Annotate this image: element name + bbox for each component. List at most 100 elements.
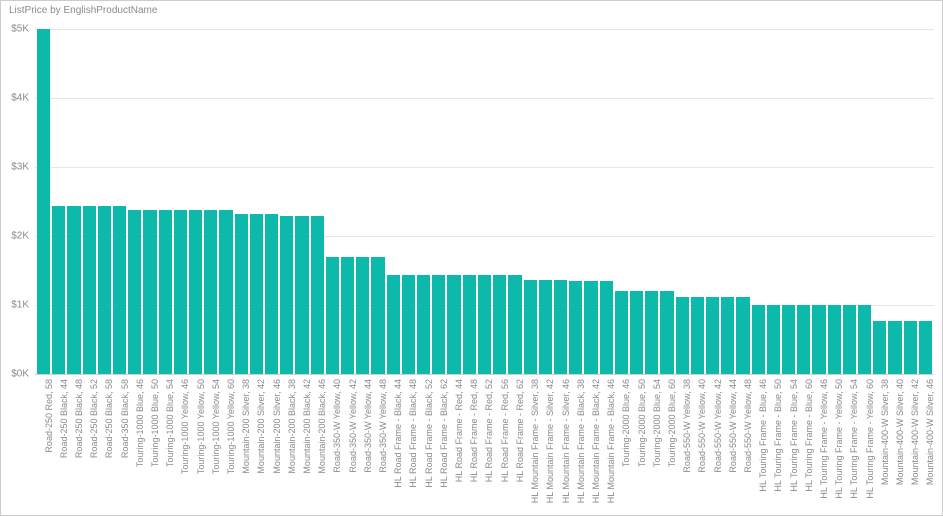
x-label-slot: HL Touring Frame - Blue, 60 bbox=[797, 377, 810, 515]
bar[interactable] bbox=[493, 275, 506, 374]
bar[interactable] bbox=[843, 305, 856, 374]
x-label-slot: Road-350-W Yellow, 40 bbox=[326, 377, 339, 515]
bar[interactable] bbox=[371, 257, 384, 374]
bar[interactable] bbox=[128, 210, 141, 374]
x-label-slot: Road-250 Black, 52 bbox=[83, 377, 96, 515]
x-label-slot: Touring-1000 Blue, 46 bbox=[128, 377, 141, 515]
x-axis-labels: Road-250 Red, 58Road-250 Black, 44 Road-2… bbox=[35, 377, 934, 515]
x-label-slot: Mountain-200 Black, 38 bbox=[280, 377, 293, 515]
bar[interactable] bbox=[98, 206, 111, 374]
x-label-slot: Road-250 Red, 58 bbox=[37, 377, 50, 515]
x-label-slot: Road-550-W Yellow, 48 bbox=[736, 377, 749, 515]
x-label-slot: Mountain-400-W Silver, 40 bbox=[888, 377, 901, 515]
bar[interactable] bbox=[113, 206, 126, 374]
x-label-slot: Mountain-200 Black, 42 bbox=[295, 377, 308, 515]
x-label-slot: Road-250 Black, 44 bbox=[52, 377, 65, 515]
x-label-slot: Touring-2000 Blue, 54 bbox=[645, 377, 658, 515]
x-label-slot: HL Road Frame - Red, 56 bbox=[493, 377, 506, 515]
bar[interactable] bbox=[219, 210, 232, 374]
bar[interactable] bbox=[828, 305, 841, 374]
y-tick-label: $0K bbox=[11, 369, 35, 380]
y-tick-label: $1K bbox=[11, 300, 35, 311]
bar[interactable] bbox=[630, 291, 643, 374]
bar[interactable] bbox=[584, 281, 597, 374]
bar[interactable] bbox=[189, 210, 202, 374]
bar[interactable] bbox=[265, 214, 278, 374]
x-label-slot: Road-550-W Yellow, 44 bbox=[721, 377, 734, 515]
x-label-slot: HL Touring Frame - Blue, 46 bbox=[752, 377, 765, 515]
bar[interactable] bbox=[250, 214, 263, 374]
bar[interactable] bbox=[524, 280, 537, 374]
bar[interactable] bbox=[159, 210, 172, 374]
bar[interactable] bbox=[767, 305, 780, 374]
bar[interactable] bbox=[888, 321, 901, 374]
bar[interactable] bbox=[341, 257, 354, 374]
bar[interactable] bbox=[143, 210, 156, 374]
bar[interactable] bbox=[52, 206, 65, 374]
x-label-slot: Touring-1000 Yellow, 54 bbox=[204, 377, 217, 515]
bar[interactable] bbox=[37, 29, 50, 374]
bar[interactable] bbox=[235, 214, 248, 374]
x-label-slot: Road-550-W Yellow, 38 bbox=[676, 377, 689, 515]
bar[interactable] bbox=[280, 216, 293, 374]
bar[interactable] bbox=[858, 305, 871, 374]
x-label-slot: HL Mountain Frame - Silver, 46 bbox=[554, 377, 567, 515]
y-tick-label: $3K bbox=[11, 162, 35, 173]
bar[interactable] bbox=[83, 206, 96, 374]
bar[interactable] bbox=[691, 297, 704, 374]
bar[interactable] bbox=[615, 291, 628, 374]
bar[interactable] bbox=[174, 210, 187, 374]
bar[interactable] bbox=[432, 275, 445, 374]
x-label-slot: HL Road Frame - Red, 44 bbox=[447, 377, 460, 515]
bar[interactable] bbox=[676, 297, 689, 374]
bar[interactable] bbox=[356, 257, 369, 374]
x-label-slot: Mountain-200 Silver, 46 bbox=[265, 377, 278, 515]
x-label-slot: Touring-1000 Yellow, 46 bbox=[174, 377, 187, 515]
bar[interactable] bbox=[904, 321, 917, 374]
x-label-slot: Touring-1000 Blue, 50 bbox=[143, 377, 156, 515]
x-label-slot: HL Mountain Frame - Silver, 38 bbox=[524, 377, 537, 515]
x-label-slot: HL Touring Frame - Yellow, 50 bbox=[828, 377, 841, 515]
x-label-slot: Touring-1000 Yellow, 60 bbox=[219, 377, 232, 515]
x-tick-label: Mountain-400-W Silver, 46 bbox=[925, 379, 935, 485]
bar[interactable] bbox=[478, 275, 491, 374]
bar[interactable] bbox=[417, 275, 430, 374]
bar[interactable] bbox=[447, 275, 460, 374]
bar[interactable] bbox=[295, 216, 308, 374]
bar[interactable] bbox=[873, 321, 886, 374]
x-label-slot: HL Road Frame - Black, 44 bbox=[387, 377, 400, 515]
x-label-slot: HL Mountain Frame - Silver, 42 bbox=[539, 377, 552, 515]
bar[interactable] bbox=[402, 275, 415, 374]
bar[interactable] bbox=[311, 216, 324, 374]
x-label-slot: HL Mountain Frame - Black, 46 bbox=[600, 377, 613, 515]
bar[interactable] bbox=[752, 305, 765, 374]
x-label-slot: HL Road Frame - Black, 48 bbox=[402, 377, 415, 515]
bar[interactable] bbox=[660, 291, 673, 374]
bar[interactable] bbox=[204, 210, 217, 374]
bar[interactable] bbox=[645, 291, 658, 374]
x-label-slot: HL Touring Frame - Blue, 50 bbox=[767, 377, 780, 515]
bar[interactable] bbox=[508, 275, 521, 374]
bar[interactable] bbox=[463, 275, 476, 374]
x-label-slot: Road-350-W Yellow, 44 bbox=[356, 377, 369, 515]
bar[interactable] bbox=[569, 281, 582, 374]
bar[interactable] bbox=[782, 305, 795, 374]
bar[interactable] bbox=[812, 305, 825, 374]
bar[interactable] bbox=[539, 280, 552, 374]
bar[interactable] bbox=[721, 297, 734, 374]
bar[interactable] bbox=[67, 206, 80, 374]
bar[interactable] bbox=[387, 275, 400, 374]
bar[interactable] bbox=[797, 305, 810, 374]
bars-group bbox=[35, 29, 934, 374]
bar[interactable] bbox=[554, 280, 567, 374]
x-label-slot: Mountain-400-W Silver, 46 bbox=[919, 377, 932, 515]
x-label-slot: Mountain-200 Silver, 42 bbox=[250, 377, 263, 515]
x-label-slot: Road-250 Black, 58 bbox=[98, 377, 111, 515]
x-label-slot: Road-350-W Yellow, 42 bbox=[341, 377, 354, 515]
bar[interactable] bbox=[919, 321, 932, 374]
bar[interactable] bbox=[736, 297, 749, 374]
x-label-slot: Road-550-W Yellow, 42 bbox=[706, 377, 719, 515]
bar[interactable] bbox=[706, 297, 719, 374]
bar[interactable] bbox=[600, 281, 613, 374]
bar[interactable] bbox=[326, 257, 339, 374]
